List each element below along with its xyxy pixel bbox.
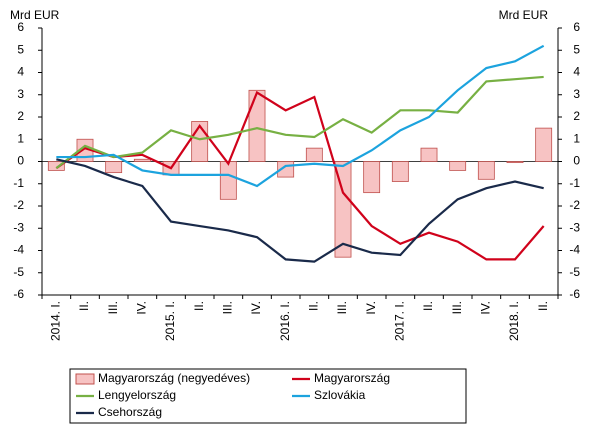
x-tick-label: II.: [421, 301, 435, 311]
x-tick-label: 2018. I.: [507, 301, 521, 341]
y-tick-label: -1: [13, 176, 24, 190]
bar: [334, 161, 352, 258]
y2-tick-label: 1: [573, 131, 580, 145]
bar: [506, 161, 524, 164]
bar: [133, 158, 151, 162]
y2-tick-label: 5: [573, 42, 580, 56]
y2-tick-label: -2: [569, 198, 580, 212]
legend-box: [69, 368, 467, 424]
bar: [477, 161, 495, 180]
y-tick-label: 1: [17, 131, 24, 145]
x-tick-label: IV.: [249, 301, 263, 315]
x-tick-label: 2014. I.: [49, 301, 63, 341]
bar: [535, 127, 553, 162]
bar: [219, 161, 237, 200]
bar: [420, 147, 438, 162]
legend-label: Lengyelország: [98, 388, 176, 402]
y2-tick-label: -6: [569, 287, 580, 301]
x-tick-label: II.: [536, 301, 550, 311]
y2-tick-label: 0: [573, 154, 580, 168]
x-tick-label: III.: [106, 301, 120, 314]
y2-tick-label: 2: [573, 109, 580, 123]
x-tick-label: III.: [221, 301, 235, 314]
y-tick-label: -4: [13, 243, 24, 257]
y2-tick-label: 6: [573, 20, 580, 34]
bar: [105, 161, 123, 174]
legend-label: Magyarország: [314, 371, 390, 385]
legend-label: Szlovákia: [314, 388, 366, 402]
x-tick-label: III.: [450, 301, 464, 314]
y2-tick-label: 3: [573, 87, 580, 101]
bar: [248, 89, 266, 162]
legend-label: Csehország: [98, 405, 162, 419]
x-tick-label: IV.: [135, 301, 149, 315]
x-tick-label: II.: [307, 301, 321, 311]
y2-tick-label: -4: [569, 243, 580, 257]
x-tick-label: 2015. I.: [163, 301, 177, 341]
y-tick-label: -3: [13, 220, 24, 234]
line: [55, 75, 544, 170]
y-tick-label: -5: [13, 265, 24, 279]
x-tick-label: 2016. I.: [278, 301, 292, 341]
x-tick-label: II.: [192, 301, 206, 311]
bar: [449, 161, 467, 171]
legend-label: Magyarország (negyedéves): [98, 371, 250, 385]
bar: [363, 161, 381, 194]
y-tick-label: 3: [17, 87, 24, 101]
x-tick-label: III.: [335, 301, 349, 314]
y-tick-label: 2: [17, 109, 24, 123]
y-tick-label: 4: [17, 65, 24, 79]
x-tick-label: 2017. I.: [393, 301, 407, 341]
line: [56, 158, 544, 263]
y2-axis-label: Mrd EUR: [499, 8, 549, 22]
y-tick-label: -2: [13, 198, 24, 212]
legend-swatch: [75, 373, 95, 385]
y-tick-label: 0: [17, 154, 24, 168]
bar: [47, 161, 65, 171]
line: [56, 44, 545, 188]
line: [55, 90, 545, 261]
y2-tick-label: -5: [569, 265, 580, 279]
y-tick-label: 5: [17, 42, 24, 56]
y-tick-label: 6: [17, 20, 24, 34]
y2-tick-label: 4: [573, 65, 580, 79]
bar: [391, 161, 409, 182]
y2-tick-label: -3: [569, 220, 580, 234]
y-axis-label: Mrd EUR: [10, 8, 60, 22]
x-tick-label: II.: [77, 301, 91, 311]
bar: [305, 147, 323, 162]
x-tick-label: IV.: [364, 301, 378, 315]
y-tick-label: -6: [13, 287, 24, 301]
x-tick-label: IV.: [479, 301, 493, 315]
y2-tick-label: -1: [569, 176, 580, 190]
